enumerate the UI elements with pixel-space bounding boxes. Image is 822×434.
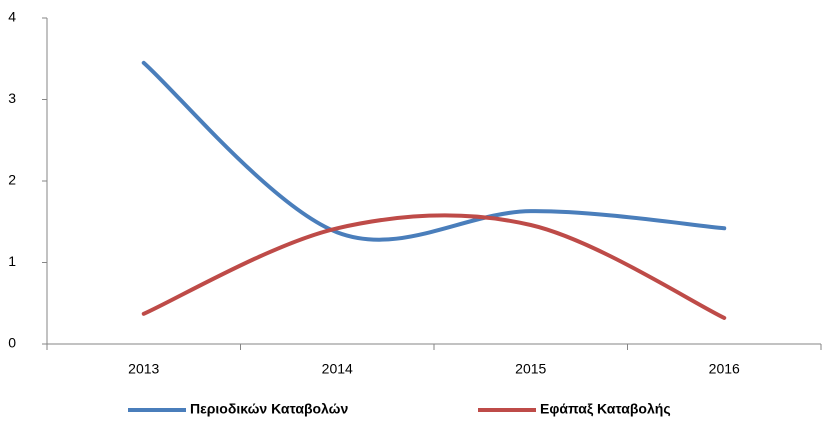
x-tick-label: 2015 xyxy=(515,361,546,377)
y-tick-label: 0 xyxy=(8,335,16,351)
legend-label: Εφάπαξ Καταβολής xyxy=(540,401,671,417)
line-series xyxy=(141,60,727,242)
x-tick-label: 2014 xyxy=(322,361,353,377)
y-tick-label: 1 xyxy=(8,253,16,269)
legend-label: Περιοδικών Καταβολών xyxy=(190,401,348,417)
y-tick-label: 3 xyxy=(8,90,16,106)
y-tick-label: 4 xyxy=(8,9,16,25)
x-tick-label: 2016 xyxy=(709,361,740,377)
y-tick-label: 2 xyxy=(8,172,16,188)
line-series xyxy=(141,213,727,320)
x-tick-label: 2013 xyxy=(128,361,159,377)
